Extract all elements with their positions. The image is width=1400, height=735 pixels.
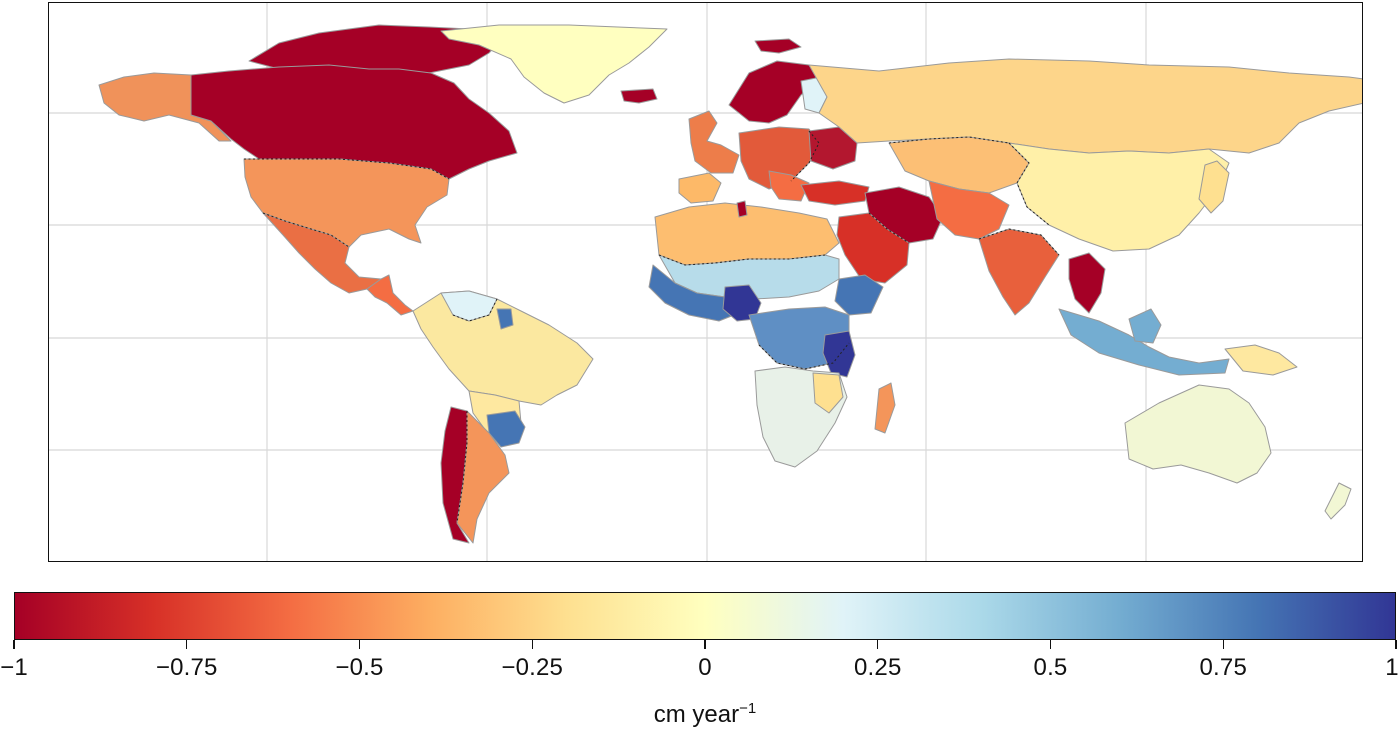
region-new-guinea: [1224, 344, 1298, 376]
border-sahara-sahel: [658, 254, 826, 266]
region-afghanistan-pakistan: [928, 180, 1010, 240]
border-us-mexico: [262, 212, 350, 248]
border-russia-kazakhstan: [888, 136, 1010, 144]
colorbar-tick-label: 0.25: [853, 654, 902, 681]
colorbar-tick-mark: [13, 640, 15, 649]
region-borneo: [1128, 308, 1162, 344]
region-arabian-peninsula: [836, 212, 910, 284]
region-horn-of-africa: [834, 274, 884, 316]
colorbar-tick-mark: [358, 640, 361, 649]
region-mozambique: [812, 372, 844, 414]
colorbar-tick-mark: [1395, 640, 1397, 649]
border-central-africa: [758, 342, 850, 370]
colorbar-tick-label: 0.5: [1033, 654, 1068, 681]
border-europe-east: [790, 130, 820, 182]
colorbar-tick-label: −0.25: [501, 654, 564, 681]
colorbar-tick-mark: [1222, 640, 1224, 649]
colorbar-tick-label: −0.5: [335, 654, 384, 681]
region-madagascar: [874, 382, 896, 434]
border-brazil-west: [452, 298, 498, 322]
region-australia: [1124, 384, 1272, 484]
colorbar-tick-mark: [186, 640, 188, 649]
colorbar-unit-base: cm year: [653, 701, 740, 728]
region-kazakhstan-central-asia: [888, 136, 1030, 194]
border-india-north: [978, 228, 1060, 256]
region-canada: [190, 64, 518, 180]
colorbar-tick-mark: [1049, 640, 1052, 649]
colorbar-tick-mark: [704, 640, 706, 649]
region-tanzania: [822, 330, 856, 378]
region-turkey: [800, 180, 870, 206]
region-china-mongolia: [1008, 142, 1230, 252]
region-balkans: [768, 170, 810, 202]
colorbar-tick-mark: [877, 640, 879, 649]
region-indonesia: [1058, 308, 1230, 376]
region-svalbard: [754, 38, 802, 54]
colorbar-tick-label: 0.75: [1199, 654, 1248, 681]
region-france-uk: [688, 110, 740, 174]
colorbar-tick-label: 1: [1385, 654, 1399, 681]
region-west-africa: [648, 264, 740, 322]
region-japan-korea: [1198, 160, 1230, 214]
choropleth-map: [49, 3, 1362, 561]
region-greenland: [440, 24, 668, 104]
region-central-america: [366, 274, 414, 316]
country-borders: [244, 130, 1060, 524]
colorbar-tick-label: −1: [0, 654, 28, 681]
colorbar-tick-mark: [531, 640, 533, 649]
border-arabia: [868, 212, 910, 244]
region-south-america-north: [412, 290, 594, 406]
border-china-west: [1008, 142, 1050, 226]
border-us-canada: [244, 158, 450, 180]
region-new-zealand: [1324, 482, 1352, 520]
colorbar: [14, 592, 1396, 640]
region-united-states: [243, 158, 450, 248]
region-southeast-asia-mainland: [1068, 252, 1106, 314]
region-iceland: [620, 88, 658, 104]
region-alaska: [98, 72, 232, 142]
region-guyana: [496, 308, 514, 330]
colorbar-unit-label: cm year−1: [654, 700, 756, 729]
region-iberia: [678, 172, 722, 204]
region-india: [978, 228, 1060, 316]
colorbar-tick-label: −0.75: [155, 654, 218, 681]
region-tunisia: [736, 200, 748, 218]
colorbar-unit-exponent: −1: [739, 700, 757, 717]
world-map: [48, 2, 1363, 562]
colorbar-tick-label: 0: [698, 654, 712, 681]
region-russia: [808, 58, 1362, 154]
